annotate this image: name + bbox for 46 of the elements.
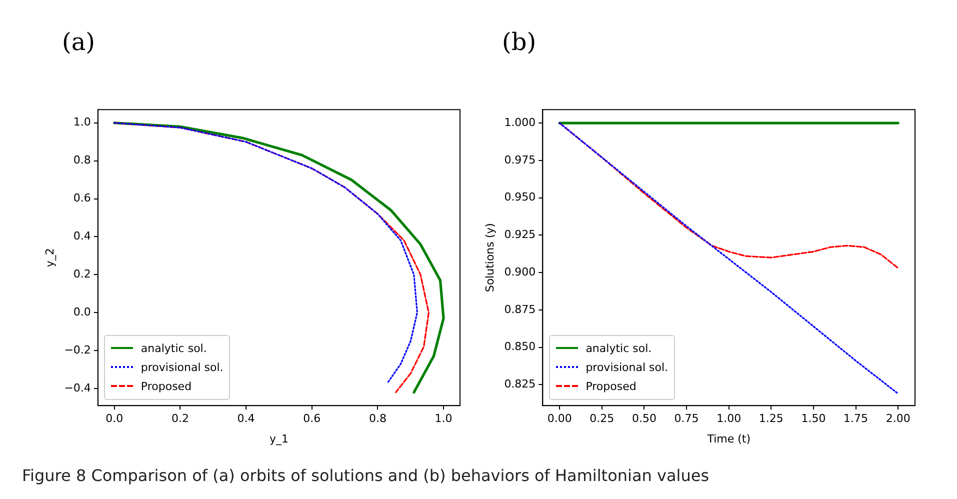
x-axis-title: Time (t) (706, 432, 750, 446)
x-tick-label: 0.4 (237, 412, 255, 426)
y-tick-label: 0.925 (504, 228, 536, 242)
chart-title: (b) (502, 28, 536, 56)
y-tick-label: 0.4 (73, 230, 91, 243)
y-tick-label: 0.6 (73, 192, 91, 205)
legend-label: analytic sol. (586, 342, 652, 355)
x-tick-label: 0.0 (106, 412, 124, 426)
y-tick-label: 0.8 (73, 154, 91, 167)
y-tick-label: 0.825 (504, 378, 536, 391)
x-tick-label: 0.8 (368, 412, 386, 426)
x-tick-label: 1.00 (716, 412, 742, 426)
y-tick-label: 0.900 (504, 265, 536, 278)
y-tick-label: 0.950 (504, 190, 536, 204)
chart-title: (a) (62, 28, 96, 56)
y-tick-label: 1.000 (504, 116, 536, 129)
y-tick-label: 0.2 (73, 268, 91, 281)
x-tick-label: 2.00 (886, 412, 910, 426)
x-tick-label: 0.2 (171, 412, 189, 426)
x-tick-label: 0.75 (674, 412, 699, 426)
line-series (558, 122, 899, 269)
y-tick-label: 0.0 (73, 305, 91, 318)
y-axis-title: Solutions (y) (483, 223, 496, 292)
x-axis-title: y_1 (269, 432, 288, 446)
y-axis-title: y_2 (43, 248, 56, 268)
y-tick-label: −0.4 (64, 381, 91, 394)
line-series (558, 122, 899, 394)
y-tick-label: −0.2 (64, 343, 91, 356)
x-tick-label: 1.75 (844, 412, 868, 426)
x-tick-label: 0.6 (303, 412, 321, 426)
legend-label: provisional sol. (140, 360, 224, 374)
legend-label: provisional sol. (586, 360, 668, 374)
y-tick-label: 1.0 (73, 116, 91, 129)
x-tick-label: 1.25 (758, 412, 784, 426)
x-tick-label: 0.00 (547, 412, 572, 426)
y-tick-label: 0.875 (504, 302, 536, 316)
legend-label: Proposed (586, 380, 636, 393)
x-tick-label: 0.50 (632, 412, 656, 426)
x-tick-label: 1.0 (434, 412, 452, 426)
y-tick-label: 0.850 (504, 340, 536, 354)
y-tick-label: 0.975 (504, 153, 536, 166)
caption: Figure 8 Comparison of (a) orbits of solutions and (b) behaviors of Hamiltonian values (22, 466, 710, 485)
x-tick-label: 0.25 (590, 412, 614, 426)
x-tick-label: 1.50 (801, 412, 826, 426)
legend-label: analytic sol. (140, 342, 207, 355)
legend-label: Proposed (140, 380, 192, 393)
